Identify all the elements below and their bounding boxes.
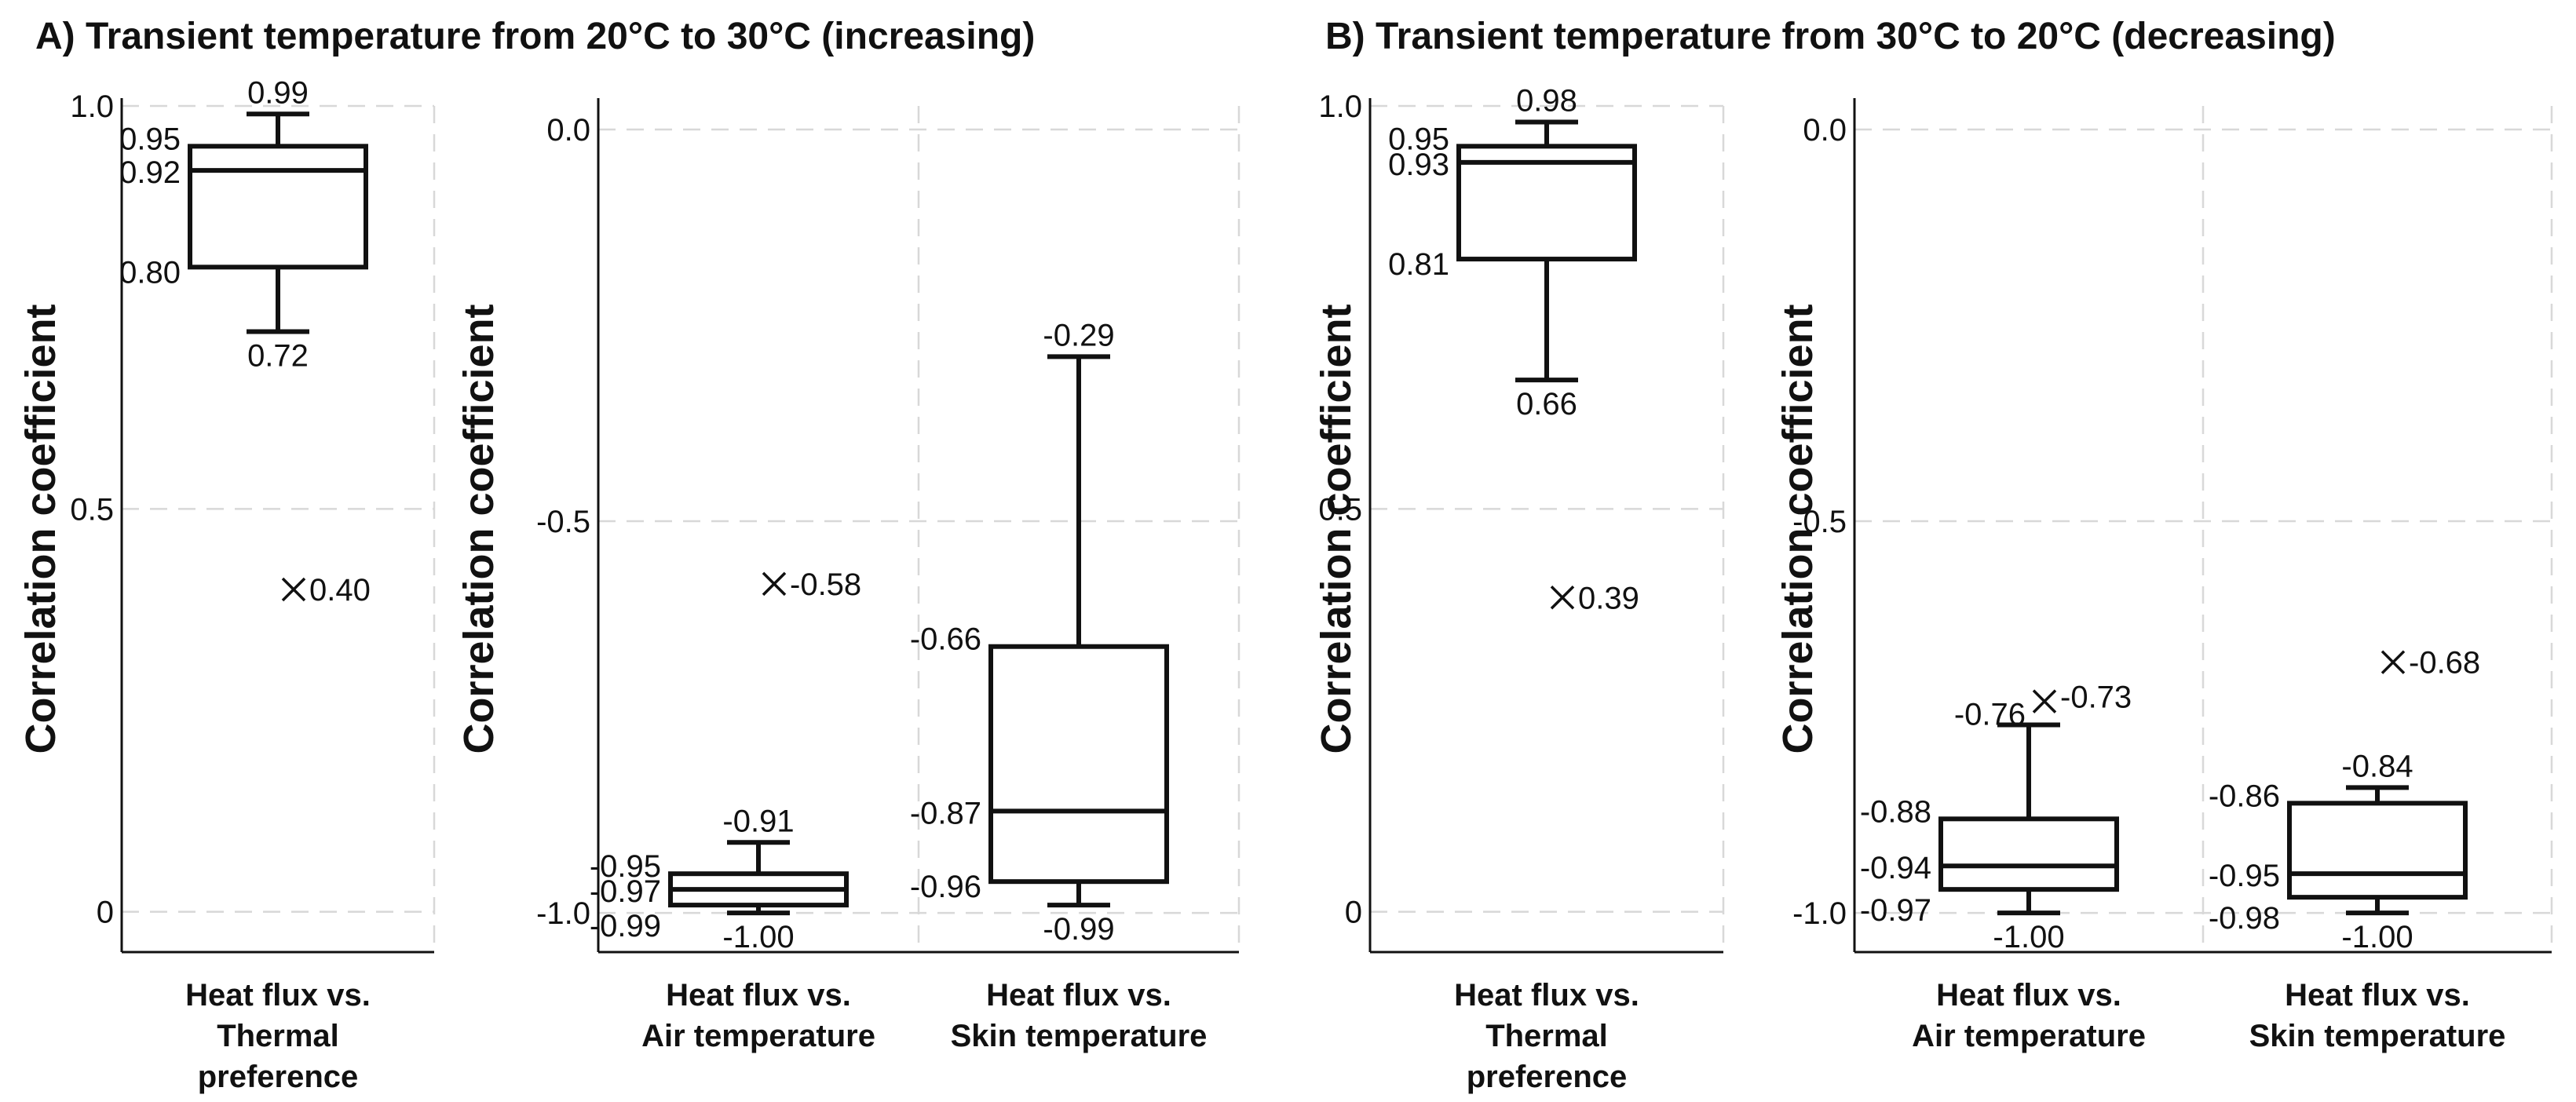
outlier-marker-b-0-0-0-0 [281, 577, 306, 602]
median-label-0-1-1: -0.87 [910, 796, 981, 830]
max-label-0-0-0: 0.99 [247, 75, 309, 110]
median-label-0-0-0: 0.92 [119, 155, 181, 190]
category-label-1-0-0-0: Heat flux vs. [1454, 978, 1639, 1013]
category-label-0-0-0-1: Thermal [217, 1019, 339, 1053]
min-label-0-1-1: -0.99 [1043, 912, 1114, 947]
grid-layer [122, 104, 2553, 952]
max-label-0-1-1: -0.29 [1043, 318, 1114, 352]
outlier-label-1-1-1-0: -0.68 [2409, 646, 2480, 681]
q3-label-0-0-0: 0.95 [119, 122, 181, 156]
text-layer: A) Transient temperature from 20°C to 30… [17, 16, 2506, 1094]
max-label-1-1-0: -0.76 [1954, 698, 2026, 732]
median-label-1-0-0: 0.93 [1388, 148, 1449, 182]
min-label-0-0-0: 0.72 [247, 338, 309, 373]
q1-label-0-1-1: -0.96 [910, 870, 981, 904]
q1-label-1-1-1: -0.98 [2209, 901, 2280, 936]
y-axis-title-1-0: Correlation coefficient [1313, 304, 1360, 754]
outlier-marker-b-1-1-1-0 [2381, 650, 2406, 674]
min-label-1-1-1: -1.00 [2341, 920, 2413, 954]
max-label-0-1-0: -0.91 [722, 804, 794, 838]
y-axis-title-0-0: Correlation coefficient [17, 304, 64, 754]
category-label-1-0-0-2: preference [1467, 1060, 1628, 1094]
q1-label-0-0-0: 0.80 [119, 255, 181, 290]
min-label-1-0-0: 0.66 [1516, 387, 1577, 421]
y-tick-label-0-1-0: -1.0 [536, 896, 590, 931]
category-label-1-1-0-1: Air temperature [1912, 1019, 2146, 1053]
q1-label-1-1-0: -0.97 [1860, 893, 1931, 928]
y-tick-label-0-0-2: 1.0 [70, 89, 114, 124]
outlier-label-1-1-0-0: -0.73 [2060, 681, 2132, 715]
y-tick-label-1-1-0: -1.0 [1792, 896, 1847, 931]
q3-label-1-1-0: -0.88 [1860, 794, 1931, 829]
y-tick-label-0-1-1: -0.5 [536, 505, 590, 539]
y-tick-label-0-0-1: 0.5 [70, 492, 114, 527]
category-label-0-0-0-0: Heat flux vs. [185, 978, 371, 1013]
category-label-0-1-1-1: Skin temperature [951, 1019, 1208, 1053]
y-tick-label-1-0-2: 1.0 [1318, 89, 1362, 124]
q3-label-1-1-1: -0.86 [2209, 779, 2280, 813]
category-label-1-1-0-0: Heat flux vs. [1936, 978, 2121, 1013]
panel-title-1: B) Transient temperature from 30°C to 20… [1325, 16, 2336, 57]
q1-label-0-1-0: -0.99 [590, 909, 661, 943]
q3-label-1-0-0: 0.95 [1388, 122, 1449, 156]
iqr-box-0-0-0 [188, 144, 368, 270]
y-tick-label-1-1-1: -0.5 [1792, 505, 1847, 539]
min-label-1-1-0: -1.00 [1993, 920, 2064, 954]
y-tick-label-0-1-2: 0.0 [546, 113, 590, 148]
outlier-marker-b-1-0-0-0 [1550, 586, 1575, 610]
outlier-marker-b-0-1-0-0 [762, 571, 787, 597]
y-tick-label-0-0-0: 0 [97, 896, 114, 930]
category-label-0-0-0-2: preference [198, 1060, 359, 1094]
outlier-label-0-0-0-0: 0.40 [309, 573, 371, 608]
y-axis-title-1-1: Correlation coefficient [1774, 304, 1821, 754]
marks-layer [188, 111, 2468, 916]
category-label-0-1-0-1: Air temperature [641, 1019, 875, 1053]
outlier-label-1-0-0-0: 0.39 [1578, 581, 1639, 615]
category-label-1-1-1-0: Heat flux vs. [2285, 978, 2470, 1013]
q1-label-1-0-0: 0.81 [1388, 247, 1449, 282]
category-label-0-1-0-0: Heat flux vs. [666, 978, 851, 1013]
iqr-box-1-1-1 [2287, 801, 2468, 900]
iqr-box-0-1-1 [988, 644, 1169, 885]
max-label-1-1-1: -0.84 [2341, 749, 2413, 783]
axes-layer [120, 98, 2552, 954]
median-label-1-1-0: -0.94 [1860, 851, 1931, 885]
iqr-box-1-1-0 [1938, 816, 2119, 892]
q3-label-0-1-0: -0.95 [590, 849, 661, 884]
outlier-marker-b-1-1-0-0 [2032, 689, 2057, 713]
y-tick-label-1-0-1: 0.5 [1318, 492, 1362, 527]
q3-label-0-1-1: -0.66 [910, 622, 981, 657]
iqr-box-1-0-0 [1456, 144, 1637, 262]
category-label-1-1-1-1: Skin temperature [2249, 1019, 2506, 1053]
category-label-0-1-1-0: Heat flux vs. [986, 978, 1171, 1013]
max-label-1-0-0: 0.98 [1516, 84, 1577, 119]
outlier-label-0-1-0-0: -0.58 [790, 567, 861, 602]
median-label-0-1-0: -0.97 [590, 874, 661, 909]
panel-title-0: A) Transient temperature from 20°C to 30… [35, 16, 1035, 57]
median-label-1-1-1: -0.95 [2209, 859, 2280, 893]
category-label-1-0-0-1: Thermal [1485, 1019, 1608, 1053]
y-tick-label-1-1-2: 0.0 [1803, 113, 1847, 148]
y-axis-title-0-1: Correlation coefficient [455, 304, 502, 754]
y-tick-label-1-0-0: 0 [1345, 896, 1362, 930]
min-label-0-1-0: -1.00 [722, 920, 794, 954]
